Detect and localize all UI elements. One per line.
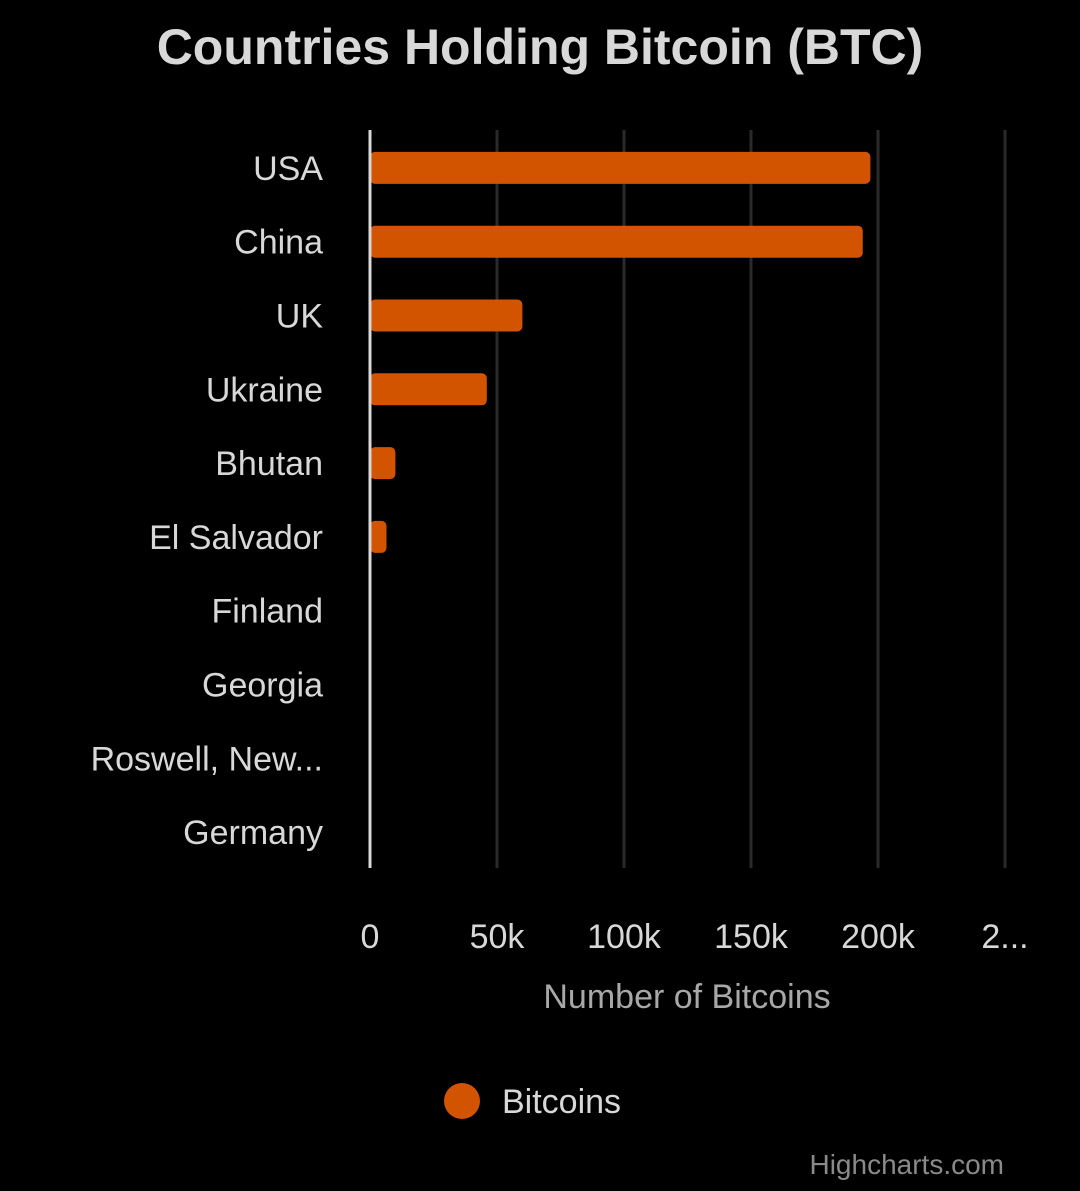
x-tick-label: 50k <box>470 918 526 956</box>
category-label: China <box>234 224 323 262</box>
x-tick-label: 100k <box>587 918 662 956</box>
bar-el-salvador[interactable] <box>370 520 387 553</box>
credits-link[interactable]: Highcharts.com <box>809 1149 1004 1180</box>
category-label: Bhutan <box>215 445 323 483</box>
category-label: Roswell, New... <box>91 740 323 778</box>
category-label: Ukraine <box>206 371 323 409</box>
x-tick-label: 150k <box>714 918 789 956</box>
x-tick-label: 200k <box>841 918 916 956</box>
x-tick-label: 2... <box>981 918 1028 956</box>
category-label: USA <box>253 150 323 188</box>
legend-symbol <box>444 1083 480 1119</box>
category-label: Georgia <box>202 667 323 705</box>
bar-usa[interactable] <box>370 151 871 184</box>
category-label: Finland <box>211 593 323 631</box>
category-label: Germany <box>183 814 323 852</box>
tick-labels: 0 50k 100k 150k 200k 2... <box>361 918 1029 956</box>
category-label: UK <box>276 298 324 336</box>
x-tick-label: 0 <box>361 918 380 956</box>
legend-item-bitcoins[interactable]: Bitcoins <box>444 1083 621 1121</box>
x-axis-title: Number of Bitcoins <box>543 978 830 1016</box>
bar-china[interactable] <box>370 225 863 258</box>
category-labels: USA China UK Ukraine Bhutan El Salvador Finlan… <box>91 150 324 852</box>
bar-bhutan[interactable] <box>370 447 396 480</box>
bar-ukraine[interactable] <box>370 373 487 406</box>
bars <box>370 151 871 553</box>
chart-title: Countries Holding Bitcoin (BTC) <box>157 19 924 75</box>
bar-uk[interactable] <box>370 299 523 332</box>
category-label: El Salvador <box>149 519 323 557</box>
legend-label: Bitcoins <box>502 1083 621 1121</box>
